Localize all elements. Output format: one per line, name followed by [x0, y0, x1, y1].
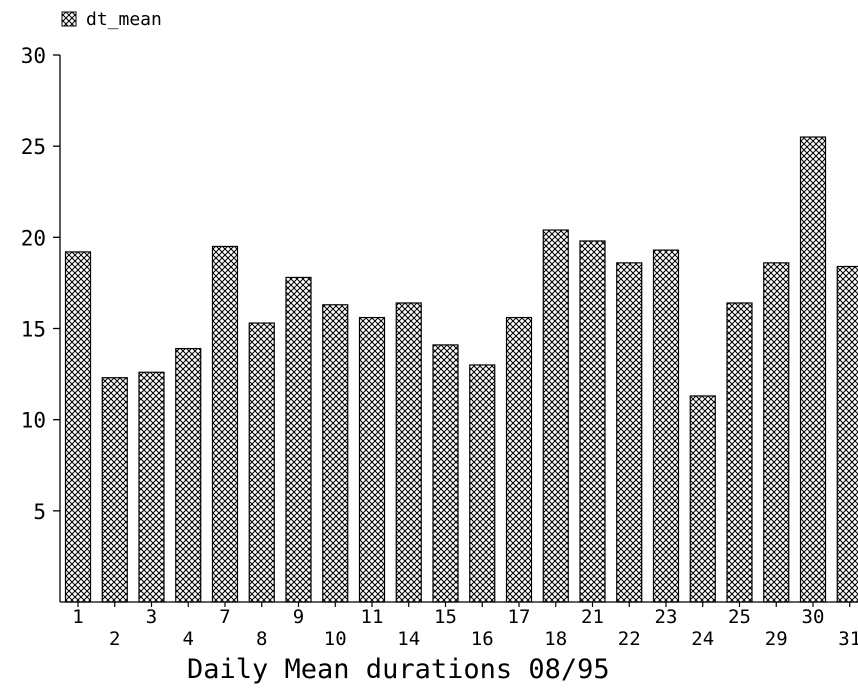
bar-10: [322, 304, 349, 603]
x-tick-label: 2: [109, 628, 120, 650]
x-tick-label: 31: [838, 628, 858, 650]
bar-23: [652, 249, 680, 603]
y-tick-label: 5: [33, 500, 46, 524]
x-tick-label: 17: [508, 606, 531, 628]
x-tick-label: 4: [183, 628, 194, 650]
y-tick-label: 25: [21, 135, 46, 159]
x-tick-label: 24: [691, 628, 714, 650]
bar-16: [469, 364, 496, 603]
x-tick-label: 3: [146, 606, 157, 628]
x-tick-label: 10: [324, 628, 347, 650]
legend-label: dt_mean: [86, 9, 162, 30]
bar-8: [248, 322, 275, 603]
bar-30: [799, 136, 827, 603]
x-tick-label: 21: [581, 606, 604, 628]
x-tick-label: 1: [72, 606, 83, 628]
y-tick-label: 20: [21, 226, 46, 250]
bars: [64, 136, 858, 603]
x-tick-label: 29: [765, 628, 788, 650]
bar-29: [763, 262, 790, 603]
x-axis-label: Daily Mean durations 08/95: [187, 654, 610, 685]
y-axis: 5 10 15 20 25 30: [21, 44, 61, 602]
x-tick-label: 30: [802, 606, 825, 628]
x-tick-label: 18: [544, 628, 567, 650]
bar-3: [138, 371, 165, 603]
x-tick-label: 22: [618, 628, 641, 650]
y-tick-label: 10: [21, 409, 46, 433]
bar-15: [432, 344, 459, 603]
bar-31: [836, 265, 858, 603]
bar-9: [285, 276, 312, 603]
bar-17: [505, 316, 533, 603]
bar-22: [616, 262, 643, 603]
legend: dt_mean: [61, 9, 162, 30]
bar-7: [211, 245, 239, 603]
bar-2: [101, 377, 128, 603]
bar-18: [542, 229, 569, 603]
x-tick-label: 16: [471, 628, 494, 650]
bar-21: [579, 240, 606, 603]
bar-11: [358, 316, 386, 603]
x-tick-label: 23: [655, 606, 678, 628]
x-tick-label: 14: [397, 628, 420, 650]
bar-24: [689, 395, 716, 603]
legend-swatch: [61, 11, 77, 27]
x-tick-label: 9: [293, 606, 304, 628]
bar-4: [175, 347, 202, 603]
y-tick-label: 15: [21, 318, 46, 342]
x-tick-label: 15: [434, 606, 457, 628]
bar-25: [726, 302, 753, 603]
x-tick-label: 8: [256, 628, 267, 650]
x-tick-label: 7: [219, 606, 230, 628]
bar-1: [64, 251, 92, 603]
y-tick-label: 30: [21, 44, 46, 68]
bar-14: [395, 302, 422, 603]
x-tick-label: 25: [728, 606, 751, 628]
x-tick-label: 11: [361, 606, 384, 628]
